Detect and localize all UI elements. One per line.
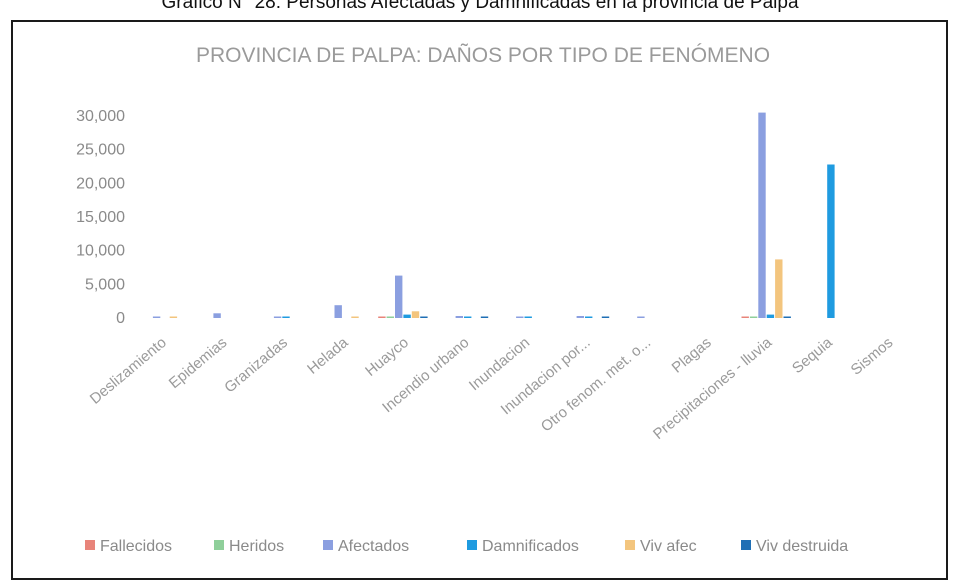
bar-afectados [213,313,221,318]
document-caption: Gráfico N° 28: Personas Afectadas y Damn… [0,0,960,20]
bar-heridos [749,316,758,318]
bar-afectados [273,316,282,318]
bar-viv-destruida [783,316,791,318]
y-tick-label: 0 [116,310,125,327]
bar-viv-afec [775,259,783,318]
x-tick-label: Sequia [789,334,836,377]
x-tick-label: Huayco [362,334,412,380]
bar-afectados [334,305,342,318]
bar-damnificados [766,314,775,318]
x-tick-label: Precipitaciones - lluvia [650,334,776,443]
document-caption-text: Gráfico N° 28: Personas Afectadas y Damn… [161,0,799,13]
x-tick-label: Plagas [669,334,715,377]
bars-group [152,112,835,318]
bar-viv-destruida [420,316,428,318]
legend-swatch [741,540,751,550]
legend-label: Heridos [229,538,284,555]
bar-heridos [386,316,394,318]
bar-afectados [637,316,645,318]
legend-label: Damnificados [482,538,579,555]
y-tick-label: 20,000 [76,175,125,192]
bar-damnificados [403,314,411,318]
legend-swatch [85,540,95,550]
bar-damnificados [524,316,532,318]
y-tick-label: 10,000 [76,243,125,260]
bar-damnificados [464,316,472,318]
bar-fallecidos [378,316,386,318]
x-tick-label: Granizadas [221,334,291,396]
bar-afectados [455,316,463,318]
y-axis: 0 5,000 10,000 15,000 20,000 25,000 30,000 [76,108,125,327]
bar-viv-destruida [601,316,610,318]
y-tick-label: 5,000 [85,276,125,293]
bar-damnificados [282,316,290,318]
legend-label: Viv afec [640,538,697,555]
chart-title: PROVINCIA DE PALPA: DAÑOS POR TIPO DE FE… [196,43,770,67]
legend-swatch [625,540,635,550]
bar-afectados [758,112,766,318]
bar-damnificados [827,164,835,318]
x-tick-label: Sismos [848,334,897,379]
x-tick-label: Deslizamiento [87,334,170,408]
legend-label: Fallecidos [100,538,172,555]
bar-afectados [395,275,403,318]
x-tick-label: Helada [304,334,352,378]
legend-label: Afectados [338,538,409,555]
legend-swatch [467,540,477,550]
legend-swatch [323,540,333,550]
bar-afectados [516,316,524,318]
bar-viv-afec [169,316,178,318]
bar-fallecidos [741,316,749,318]
legend-swatch [214,540,224,550]
legend: Fallecidos Heridos Afectados Damnificados Vi… [85,538,848,555]
bar-afectados [576,316,584,318]
y-tick-label: 30,000 [76,108,125,125]
y-tick-label: 15,000 [76,209,125,226]
bar-viv-afec [411,311,420,318]
chart-svg: PROVINCIA DE PALPA: DAÑOS POR TIPO DE FE… [76,43,897,555]
bar-afectados [152,316,161,318]
y-tick-label: 25,000 [76,142,125,159]
x-tick-label: Otro fenom. met. o... [538,334,654,435]
bar-damnificados [585,316,593,318]
bar-viv-afec [351,316,359,318]
chart-frame: PROVINCIA DE PALPA: DAÑOS POR TIPO DE FE… [11,20,948,580]
bar-viv-destruida [480,316,489,318]
legend-label: Viv destruida [756,538,848,555]
